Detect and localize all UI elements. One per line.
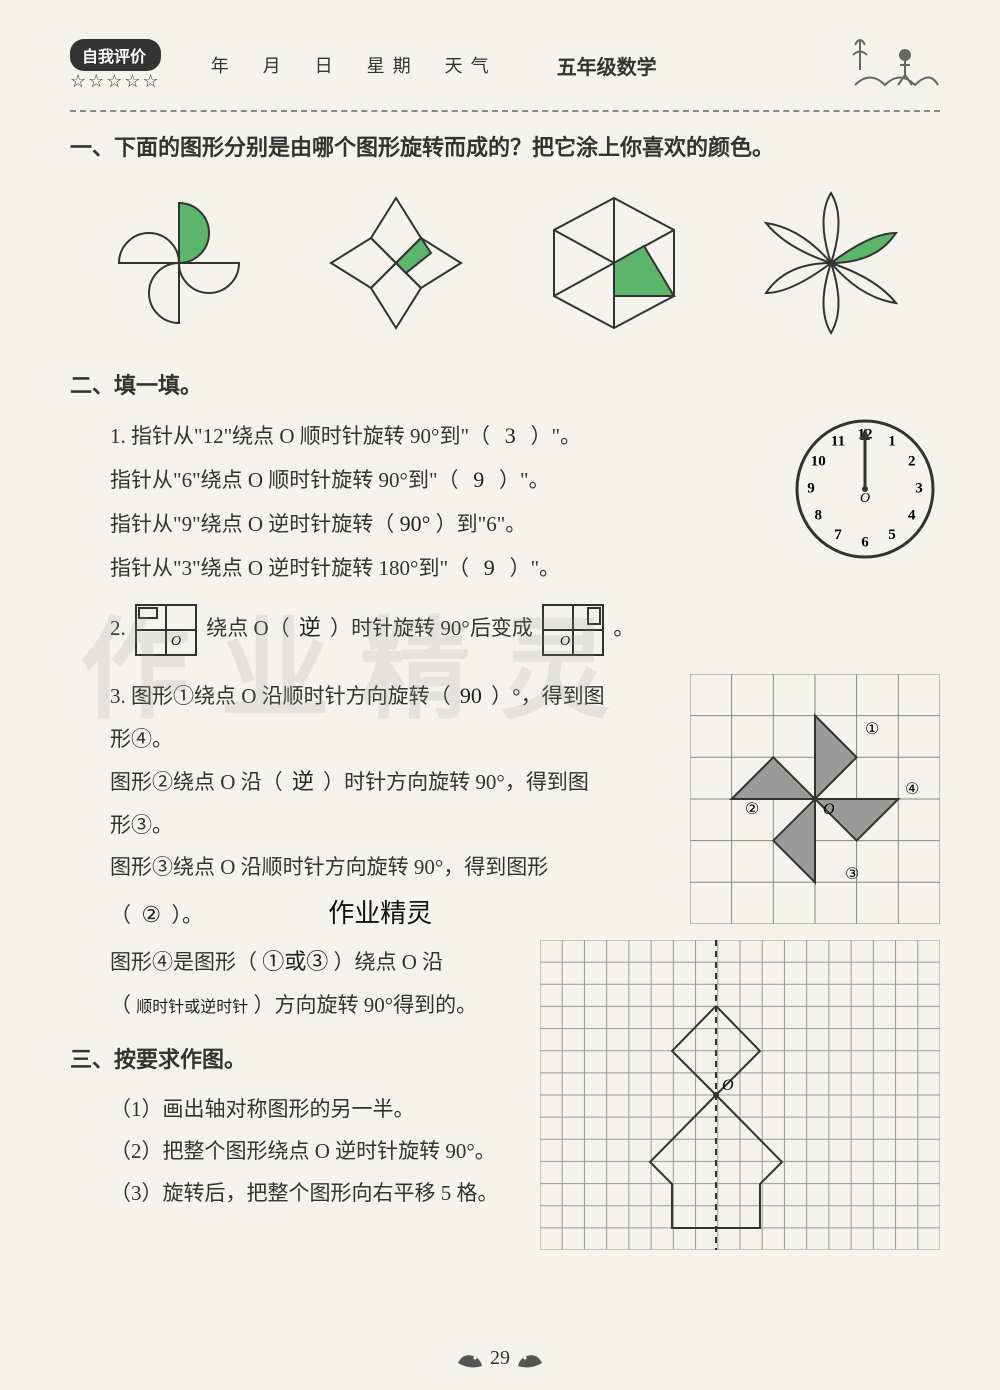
text: 指针从"9"绕点 O 逆时针旋转（: [110, 512, 394, 536]
label-1: ①: [865, 721, 879, 738]
divider: [70, 110, 940, 112]
s3-item3: （3）旋转后，把整个图形向右平移 5 格。: [110, 1172, 530, 1214]
q2-3-row: 3. 图形①绕点 O 沿顺时针方向旋转（ 90 ）°，得到图 形④。 图形②绕点…: [70, 674, 940, 940]
q2-1-line4: 指针从"3"绕点 O 逆时针旋转 180°到"（ 9 ）"。: [110, 546, 780, 590]
text: ）到"6"。: [436, 512, 527, 536]
answer: 顺时针或逆时针: [136, 992, 248, 1024]
page-header: 自我评价 ☆☆☆☆☆ 年 月 日 星期 天气 五年级数学: [70, 30, 940, 100]
text: ）°，得到图: [491, 684, 604, 708]
text: ）绕点 O 沿: [334, 950, 444, 974]
handwrite-note: 作业精灵: [328, 899, 432, 928]
text: 图形②绕点 O 沿（: [110, 770, 283, 794]
text: （: [110, 903, 131, 927]
q2-3-line5: （ 顺时针或逆时针 ）方向旋转 90°得到的。: [110, 984, 530, 1026]
text: ）时针方向旋转 90°，得到图: [323, 770, 589, 794]
shapes-row: [70, 178, 940, 348]
q2-2-before-shape: O: [131, 600, 201, 660]
section3-grid: O: [540, 940, 940, 1250]
bird-icon: [515, 1348, 545, 1370]
svg-text:4: 4: [908, 507, 916, 523]
clock-center-label: O: [860, 491, 870, 506]
text: 1. 指针从"12"绕点 O 顺时针旋转 90°到"（: [110, 424, 490, 448]
answer: 90°: [400, 502, 431, 546]
svg-text:O: O: [560, 634, 570, 649]
answer: ①或③: [262, 940, 328, 984]
text: 2.: [110, 616, 131, 640]
s3-center-label: O: [722, 1077, 734, 1094]
s3-item2: （2）把整个图形绕点 O 逆时针旋转 90°。: [110, 1130, 530, 1172]
answer: 9: [464, 458, 494, 502]
text: ）"。: [531, 424, 582, 448]
q2-1-line3: 指针从"9"绕点 O 逆时针旋转（ 90° ）到"6"。: [110, 502, 780, 546]
q2-2-after-shape: O: [538, 600, 608, 660]
text: 指针从"3"绕点 O 逆时针旋转 180°到"（: [110, 556, 469, 580]
shape-hexagon-spiral: [529, 178, 699, 348]
page-number: 29: [490, 1347, 510, 1369]
surfer-icon: [850, 30, 940, 100]
svg-text:2: 2: [908, 453, 916, 469]
clock-diagram: 121234567891011 O: [790, 414, 940, 564]
page-footer: 29: [0, 1347, 1000, 1370]
shape-pinwheel-semicircles: [94, 178, 264, 348]
q2-3-line4: 图形④是图形（ ①或③ ）绕点 O 沿: [110, 940, 530, 984]
q2-3-line2: 图形②绕点 O 沿（ 逆 ）时针方向旋转 90°，得到图: [110, 760, 680, 804]
text: ）"。: [510, 556, 561, 580]
svg-text:8: 8: [814, 507, 822, 523]
svg-text:5: 5: [888, 527, 896, 543]
text: （: [110, 993, 131, 1017]
answer: 逆: [295, 606, 325, 650]
self-eval-badge: 自我评价: [70, 39, 161, 71]
text: ）。: [172, 903, 204, 927]
answer: 逆: [288, 760, 318, 804]
q2-1-line1: 1. 指针从"12"绕点 O 顺时针旋转 90°到"（ 3 ）"。: [110, 414, 780, 458]
text: 。: [613, 616, 634, 640]
svg-text:10: 10: [811, 453, 826, 469]
answer: 90: [456, 674, 486, 718]
svg-text:7: 7: [834, 527, 842, 543]
section2-title: 二、填一填。: [70, 368, 940, 400]
shape-flower-six-petals: [746, 178, 916, 348]
q2-2: 2. O 绕点 O（ 逆 ）时针旋转 90°后变成 O 。: [110, 600, 940, 660]
section1-title: 一、下面的图形分别是由哪个图形旋转而成的？把它涂上你喜欢的颜色。: [70, 130, 940, 162]
text: 图形④是图形（: [110, 950, 257, 974]
text: 3. 图形①绕点 O 沿顺时针方向旋转（: [110, 684, 451, 708]
text: ）方向旋转 90°得到的。: [254, 993, 478, 1017]
text: ）时针旋转 90°后变成: [330, 616, 538, 640]
label-4: ④: [905, 781, 919, 798]
answer: 9: [474, 546, 504, 590]
bird-icon: [455, 1348, 485, 1370]
svg-text:1: 1: [888, 434, 896, 450]
q2-1-row: 1. 指针从"12"绕点 O 顺时针旋转 90°到"（ 3 ）"。 指针从"6"…: [70, 414, 940, 590]
q2-3-line1: 3. 图形①绕点 O 沿顺时针方向旋转（ 90 ）°，得到图: [110, 674, 680, 718]
svg-text:O: O: [171, 634, 181, 649]
label-2: ②: [745, 801, 759, 818]
q2-3-line3ans: （ ② ）。 作业精灵: [110, 888, 680, 940]
text: ）"。: [499, 468, 550, 492]
q2-3-line3: 图形③绕点 O 沿顺时针方向旋转 90°，得到图形: [110, 846, 680, 888]
date-fields: 年 月 日 星期 天气: [211, 52, 497, 78]
svg-text:9: 9: [807, 480, 815, 496]
svg-text:6: 6: [861, 534, 869, 550]
rating-stars: ☆☆☆☆☆: [70, 71, 161, 92]
section3-title: 三、按要求作图。: [70, 1042, 530, 1074]
answer: ②: [136, 893, 166, 937]
q2-3-line1b: 形④。: [110, 718, 680, 760]
q2-3-grid: O ① ④ ③ ②: [690, 674, 940, 924]
text: 绕点 O（: [206, 616, 289, 640]
grid-center-label: O: [823, 801, 835, 818]
answer: 3: [495, 414, 525, 458]
shape-four-arrows: [311, 178, 481, 348]
grade-label: 五年级数学: [557, 51, 657, 80]
q2-3-line4-and-section3: 图形④是图形（ ①或③ ）绕点 O 沿 （ 顺时针或逆时针 ）方向旋转 90°得…: [70, 940, 940, 1250]
label-3: ③: [845, 866, 859, 883]
q2-1-line2: 指针从"6"绕点 O 顺时针旋转 90°到"（ 9 ）"。: [110, 458, 780, 502]
text: 指针从"6"绕点 O 顺时针旋转 90°到"（: [110, 468, 459, 492]
svg-text:3: 3: [915, 480, 923, 496]
s3-item1: （1）画出轴对称图形的另一半。: [110, 1088, 530, 1130]
svg-text:11: 11: [831, 434, 845, 450]
q2-3-line2b: 形③。: [110, 804, 680, 846]
